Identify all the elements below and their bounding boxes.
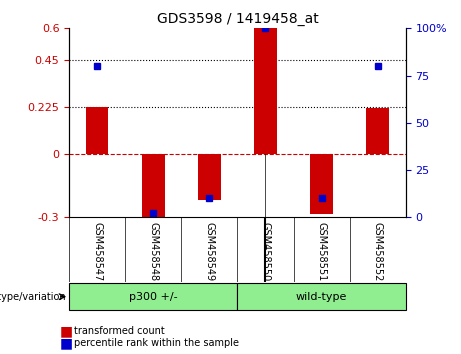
Text: GSM458547: GSM458547 — [92, 222, 102, 281]
FancyBboxPatch shape — [69, 283, 237, 310]
Bar — [254, 28, 277, 154]
Text: p300 +/-: p300 +/- — [129, 292, 177, 302]
Bar — [310, 154, 333, 214]
Bar — [366, 108, 389, 154]
Title: GDS3598 / 1419458_at: GDS3598 / 1419458_at — [157, 12, 318, 26]
Text: percentile rank within the sample: percentile rank within the sample — [74, 338, 239, 348]
Text: GSM458548: GSM458548 — [148, 222, 158, 281]
Text: ■: ■ — [60, 336, 73, 350]
Bar — [142, 154, 165, 218]
Text: GSM458552: GSM458552 — [372, 222, 383, 282]
Text: wild-type: wild-type — [296, 292, 347, 302]
Text: GSM458550: GSM458550 — [260, 222, 271, 281]
Text: ■: ■ — [60, 324, 73, 338]
Text: transformed count: transformed count — [74, 326, 165, 336]
Bar — [86, 107, 108, 154]
Text: GSM458551: GSM458551 — [317, 222, 326, 281]
Text: genotype/variation: genotype/variation — [0, 292, 66, 302]
FancyBboxPatch shape — [237, 283, 406, 310]
Text: GSM458549: GSM458549 — [204, 222, 214, 281]
Bar — [198, 154, 220, 200]
